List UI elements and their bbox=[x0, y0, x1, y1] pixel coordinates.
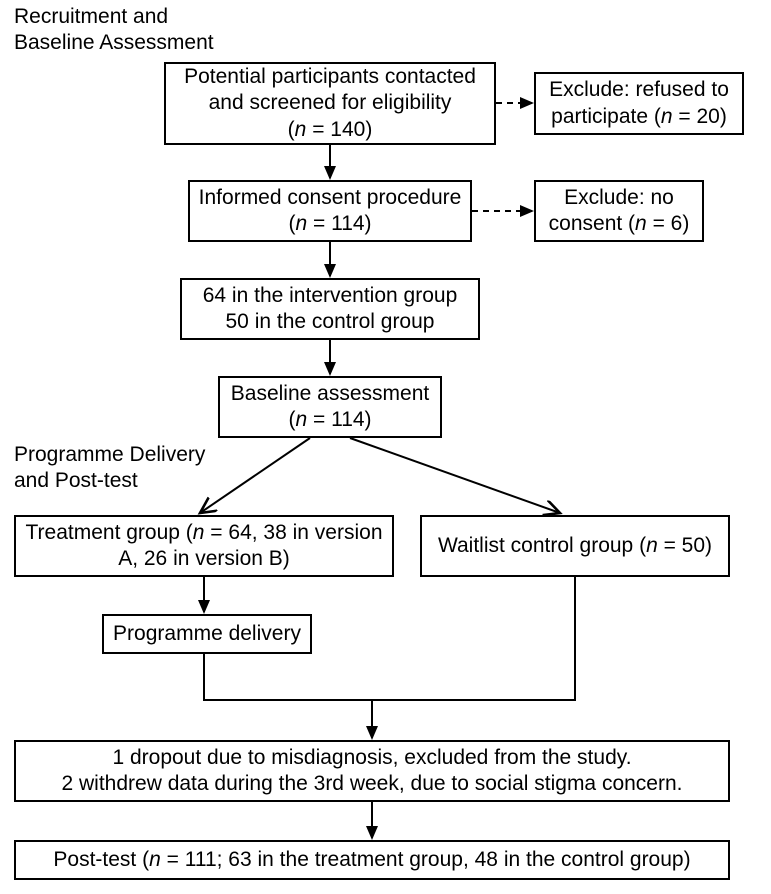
box-allocation-line1: 64 in the intervention group bbox=[203, 283, 458, 309]
box-consent-line1: Informed consent procedure bbox=[199, 185, 462, 211]
box-baseline-line1: Baseline assessment bbox=[231, 381, 429, 407]
box-screened-n: (n = 140) bbox=[288, 117, 373, 143]
box-screened-line2: and screened for eligibility bbox=[209, 90, 452, 116]
box-allocation-line2: 50 in the control group bbox=[226, 309, 435, 335]
edge-programme-dropout bbox=[204, 654, 372, 738]
box-baseline-n: (n = 114) bbox=[288, 407, 371, 433]
box-posttest-line1: Post-test (n = 111; 63 in the treatment … bbox=[53, 847, 690, 873]
box-baseline: Baseline assessment (n = 114) bbox=[218, 376, 442, 438]
box-programme-line1: Programme delivery bbox=[113, 621, 301, 647]
section-label-delivery: Programme Deliveryand Post-test bbox=[14, 442, 205, 495]
box-exclude-noconsent: Exclude: no consent (n = 6) bbox=[534, 180, 704, 242]
edge-waitlist-merge bbox=[372, 577, 575, 700]
section-label-delivery-text: Programme Deliveryand Post-test bbox=[14, 443, 205, 492]
box-consent-n: (n = 114) bbox=[288, 211, 371, 237]
box-allocation: 64 in the intervention group 50 in the c… bbox=[180, 278, 480, 340]
box-exclude-refused: Exclude: refused to participate (n = 20) bbox=[534, 72, 744, 135]
box-screened: Potential participants contacted and scr… bbox=[164, 62, 496, 145]
box-exclude-refused-line2: participate (n = 20) bbox=[551, 104, 727, 130]
box-screened-line1: Potential participants contacted bbox=[184, 64, 476, 90]
box-treatment: Treatment group (n = 64, 38 in version A… bbox=[14, 515, 394, 577]
box-waitlist: Waitlist control group (n = 50) bbox=[420, 515, 730, 577]
box-treatment-line2: A, 26 in version B) bbox=[118, 546, 290, 572]
box-treatment-line1: Treatment group (n = 64, 38 in version bbox=[25, 520, 382, 546]
box-exclude-noconsent-line1: Exclude: no bbox=[564, 185, 674, 211]
box-exclude-noconsent-line2: consent (n = 6) bbox=[549, 211, 690, 237]
box-dropout-line1: 1 dropout due to misdiagnosis, excluded … bbox=[112, 745, 631, 771]
section-label-recruitment-text: Recruitment andBaseline Assessment bbox=[14, 5, 214, 54]
box-programme: Programme delivery bbox=[102, 614, 312, 654]
edge-baseline-waitlist bbox=[350, 438, 560, 513]
box-exclude-refused-line1: Exclude: refused to bbox=[549, 77, 729, 103]
box-posttest: Post-test (n = 111; 63 in the treatment … bbox=[14, 840, 730, 880]
box-consent: Informed consent procedure (n = 114) bbox=[188, 180, 472, 242]
edge-baseline-treatment bbox=[200, 438, 310, 513]
box-dropout: 1 dropout due to misdiagnosis, excluded … bbox=[14, 740, 730, 802]
box-waitlist-line1: Waitlist control group (n = 50) bbox=[438, 533, 712, 559]
section-label-recruitment: Recruitment andBaseline Assessment bbox=[14, 4, 214, 57]
box-dropout-line2: 2 withdrew data during the 3rd week, due… bbox=[61, 771, 682, 797]
